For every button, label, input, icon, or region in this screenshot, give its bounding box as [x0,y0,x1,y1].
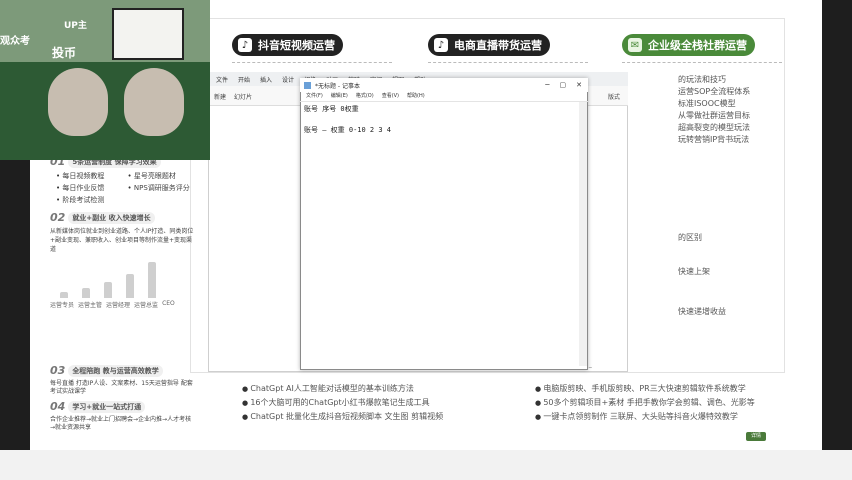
ribbon-button[interactable]: 幻灯片 [234,94,253,101]
chatgpt-course-list: ChatGpt AI人工智能对话模型的基本训练方法 16个大脑可用的ChatGp… [242,382,522,424]
section-title: 全程陪跑 教与运营高效教学 [68,364,163,377]
tab-home[interactable]: 开始 [238,76,251,84]
ecommerce-live-label: 电商直播带货运营 [454,39,542,52]
notepad-menubar: 文件(F) 编辑(E) 格式(O) 查看(V) 帮助(H) [300,92,588,102]
list-item: NPS调研服务评分 [128,183,196,193]
divider [428,62,588,63]
minimize-icon[interactable]: ─ [545,81,550,89]
overlay-text: 观众考 [0,36,30,47]
section-header: 03 全程陪跑 教与运营高效教学 [50,364,195,377]
list-item: 星号亮眼题材 [128,171,196,181]
menu-view[interactable]: 查看(V) [381,93,400,99]
career-bar-graphic [60,258,195,298]
list-item: 电脑版剪映、手机版剪映、PR三大快速剪辑软件系统教学 [535,382,815,396]
list-item: 16个大脑可用的ChatGpt小红书爆款笔记生成工具 [242,396,522,410]
bar [126,274,134,298]
list-item: 一键卡点领剪制作 三联屏、大头贴等抖音火爆特效教学 [535,410,815,424]
menu-format[interactable]: 格式(O) [355,93,374,99]
list-item: 快速递增收益 [678,307,726,316]
list-item: 的玩法和技巧 [678,75,726,84]
community-badge: ✉ 企业级全栈社群运营 [622,34,755,56]
list-item: 每日视频教程 [56,171,124,181]
bar [60,292,68,298]
wechat-icon: ✉ [628,38,642,52]
list-item: 每日作业反馈 [56,183,124,193]
bar [148,262,156,298]
section-items: 每日视频教程 星号亮眼题材 每日作业反馈 NPS调研服务评分 阶段考试检测 [56,171,195,205]
douyin-video-label: 抖音短视频运营 [258,39,335,52]
list-item: 从零做社群运营目标 [678,111,750,120]
career-bar-labels: 运营专员 运营主管 运营经理 运营总监 CEO [50,300,195,309]
bar-label: 运营专员 [50,302,75,309]
section-number: 02 [50,211,66,224]
divider [622,62,782,63]
ribbon-button[interactable]: 新建 [214,94,227,101]
section-number: 03 [50,364,66,377]
left-column-lower: 03 全程陪跑 教与运营高效教学 每号直播 打造IP人设、文案素材、15天运营指… [50,364,195,432]
text-line: 账号 — 权重 0-10 2 3 4 [304,126,392,134]
overlay-text: 投币 [52,46,77,60]
ecommerce-live-badge: ♪ 电商直播带货运营 [428,34,550,56]
menu-file[interactable]: 文件(F) [306,93,323,99]
tab-file[interactable]: 文件 [216,76,229,84]
notepad-text-area[interactable]: 账号 序号 0权重 账号 — 权重 0-10 2 3 4 [304,104,574,136]
list-item: 的区别 [678,233,702,242]
bar-label: CEO [162,300,175,307]
whiteboard-sign [112,8,184,60]
list-item: 阶段考试检测 [56,195,124,205]
bar-label: 运营总监 [134,302,159,309]
editing-course-list: 电脑版剪映、手机版剪映、PR三大快速剪辑软件系统教学 50多个剪辑项目+素材 手… [535,382,815,424]
small-tag: 详情 [746,432,766,441]
left-column: 01 5条运营制度 保障学习效果 每日视频教程 星号亮眼题材 每日作业反馈 NP… [50,155,195,345]
tab-insert[interactable]: 插入 [260,76,273,84]
list-item: ChatGpt AI人工智能对话模型的基本训练方法 [242,382,522,396]
section-header: 04 学习+就业一站式打通 [50,400,195,413]
list-item: 玩转营销IP背书玩法 [678,135,750,144]
tiktok-icon: ♪ [238,38,252,52]
list-item: 标准ISOOC模型 [678,99,736,108]
list-item: 超高裂变的模型玩法 [678,123,750,132]
list-item: ChatGpt 批量化生成抖音短视频脚本 文生图 剪辑视频 [242,410,522,424]
bottom-strip [0,450,852,480]
mascot-face [124,68,184,136]
notepad-window [300,78,588,370]
community-feature-list: 的玩法和技巧 运营SOP全流程体系 标准ISOOC模型 从零做社群运营目标 超高… [678,74,750,146]
list-item: 50多个剪辑项目+素材 手把手教你学会剪辑、调色、光影等 [535,396,815,410]
menu-help[interactable]: 帮助(H) [407,93,425,99]
window-title: *无标题 - 记事本 [315,82,360,90]
vertical-scrollbar[interactable] [579,102,587,366]
list-item: 运营SOP全流程体系 [678,87,751,96]
section-text: 合作企业推荐→就业上门招聘会→企业内推→人才考核→就业资源共享 [50,416,192,431]
section-header: 02 就业+副业 收入快速增长 [50,211,195,224]
section-title: 就业+副业 收入快速增长 [68,211,155,224]
notepad-titlebar: *无标题 - 记事本 ─ ▢ ✕ [300,78,588,92]
section-text: 每号直播 打造IP人设、文案素材、15天运营指导 配套考试实战课学 [50,380,193,395]
overlay-text: UP主 [64,21,87,31]
menu-edit[interactable]: 编辑(E) [330,93,348,99]
douyin-video-badge: ♪ 抖音短视频运营 [232,34,343,56]
section-number: 04 [50,400,66,413]
section-text: 从新媒体岗位就业到创业道路、个人IP打造、同类岗位+副业变现、兼职收入、创业项目… [50,228,194,253]
text-line: 账号 序号 0权重 [304,105,359,113]
tiktok-icon: ♪ [434,38,448,52]
close-icon[interactable]: ✕ [576,81,582,89]
ribbon-button[interactable]: 版式 [608,94,621,101]
community-label: 企业级全栈社群运营 [648,39,747,52]
bar [104,282,112,298]
list-item: 快速上架 [678,267,710,276]
divider [232,62,392,63]
notepad-icon [304,81,311,89]
maximize-icon[interactable]: ▢ [559,81,567,89]
mascot-face [48,68,108,136]
black-bar-right [822,0,852,450]
section-title: 学习+就业一站式打通 [68,400,146,413]
tab-design[interactable]: 设计 [282,76,295,84]
bar-label: 运营经理 [106,302,131,309]
bar-label: 运营主管 [78,302,103,309]
bar [82,288,90,298]
